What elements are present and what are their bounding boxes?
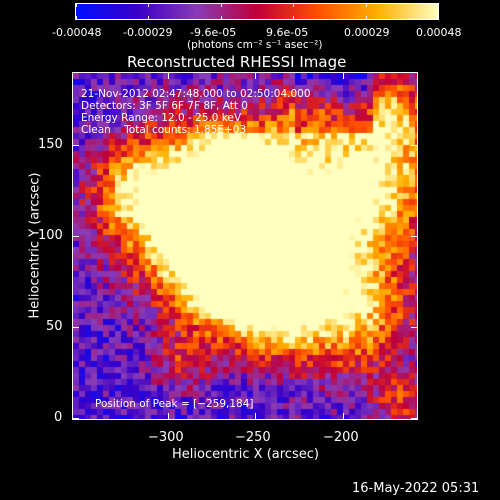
y-tick-label: 50 <box>46 319 63 334</box>
colorbar-tick-label: -0.00048 <box>52 26 102 39</box>
peak-position: Position of Peak = [−259,184] <box>95 398 254 410</box>
colorbar-tick-label: 0.00029 <box>344 26 390 39</box>
colorbar-tick-label: 9.6e-05 <box>266 26 309 39</box>
colorbar <box>75 3 439 20</box>
x-tick-label: −200 <box>323 430 359 445</box>
x-axis-label: Heliocentric X (arcsec) <box>172 447 319 462</box>
colorbar-tick-label: 0.00048 <box>416 26 462 39</box>
x-tick-label: −250 <box>235 430 271 445</box>
timestamp: 16-May-2022 05:31 <box>352 481 480 496</box>
plot-title: Reconstructed RHESSI Image <box>127 53 347 71</box>
rhessi-image <box>73 73 417 419</box>
info-line-detectors: Detectors: 3F 5F 6F 7F 8F, Att 0 <box>81 100 248 112</box>
y-tick-label: 150 <box>38 137 63 152</box>
colorbar-tick-label: -0.00029 <box>123 26 173 39</box>
colorbar-unit-label: (photons cm⁻² s⁻¹ asec⁻²) <box>187 39 323 51</box>
info-line-energy: Energy Range: 12.0 - 25.0 keV <box>81 112 242 124</box>
image-plot: 21-Nov-2012 02:47:48.000 to 02:50:04.000… <box>72 72 418 420</box>
y-axis-label: Heliocentric Y (arcsec) <box>27 172 43 319</box>
x-tick-label: −300 <box>148 430 184 445</box>
info-line-time: 21-Nov-2012 02:47:48.000 to 02:50:04.000 <box>81 88 311 100</box>
y-tick-label: 0 <box>54 410 63 425</box>
info-line-counts: Clean Total counts: 1.85E+03 <box>81 124 247 136</box>
colorbar-tick-label: -9.6e-05 <box>190 26 237 39</box>
y-tick-label: 100 <box>38 228 63 243</box>
